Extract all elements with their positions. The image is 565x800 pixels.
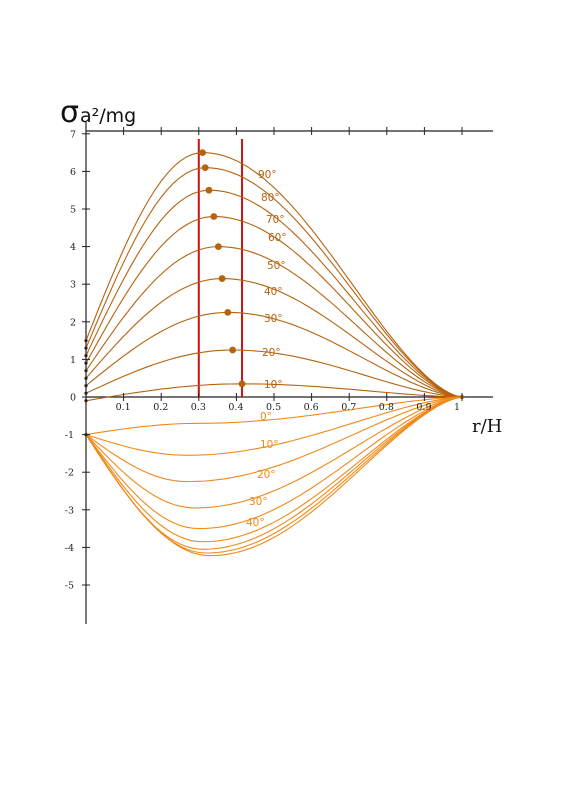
y-axis-label-units: a²/mg [80,105,136,127]
y-tick-label: -3 [65,505,74,516]
series-label: 50° [267,260,286,272]
series-label: 20° [262,347,281,359]
series-label: 30° [249,496,268,508]
y-tick-label: -1 [65,430,74,441]
series-label: 40° [246,517,265,529]
origin-junction-point [84,354,88,358]
y-tick-label: 7 [70,129,76,140]
series-line-lower [85,396,463,436]
y-tick-label: -4 [65,543,74,554]
series-line-upper [85,349,463,398]
y-tick-label: 2 [70,317,76,328]
peak-point [218,275,226,282]
series-label: 40° [264,286,283,298]
series-line-lower [85,396,463,543]
x-tick-label: 0.3 [191,402,206,413]
series-label: 60° [268,232,287,244]
origin-junction-point [84,391,88,395]
peak-markers [84,149,465,437]
peak-point [210,213,218,220]
lower-curves [85,396,463,557]
tick-labels: 0.1 0.2 0.3 0.4 0.5 0.6 0.7 0.8 0.9 1 7 6 5 4 3 2 1 0 -1 -2… [65,127,463,592]
y-tick-label: 6 [70,167,76,178]
x-tick-label: 0.7 [341,402,356,413]
x-tick-label: 0.4 [228,402,243,413]
x-tick-label: 0.5 [266,402,281,413]
y-tick-label: 4 [70,242,76,253]
series-line-upper [85,383,463,402]
series-line-upper [85,152,463,398]
peak-point [238,380,246,388]
series-line-lower [85,396,463,483]
x-tick-label: 0.9 [416,402,431,413]
series-line-upper [85,311,463,398]
series-label: 10° [260,439,279,451]
peak-point [205,186,213,194]
series-label: 0° [260,411,272,423]
x-tick-label: 0.2 [153,402,168,413]
curve-labels: 90° 80° 70° 60° 50° 40° 30° 20° 10° 0° 10° 20° 30° 40… [246,169,287,529]
x-tick-label: 0.1 [116,402,131,413]
peak-point [224,309,232,316]
series-line-lower [85,396,463,530]
y-tick-label: -5 [65,581,74,592]
origin-junction-point [84,369,88,373]
vertical-lines [197,139,244,397]
peak-point [229,346,237,354]
origin-junction-point [84,339,88,343]
series-line-upper [85,278,463,398]
series-label: 20° [257,469,276,481]
origin-junction-point [84,361,88,365]
peak-point [214,243,222,251]
y-tick-label: 0 [70,393,76,404]
y-tick-label: 1 [70,355,76,366]
series-label: 80° [261,192,280,204]
origin-junction-point [84,346,88,350]
series-label: 30° [264,313,283,325]
origin-junction-point [84,376,88,380]
series-line-upper [85,216,463,398]
peak-point [199,149,206,157]
origin-junction-point [84,399,88,403]
x-tick-label: 0.6 [304,402,319,413]
y-tick-label: 5 [70,205,76,216]
series-line-upper [85,167,463,398]
series-line-upper [85,189,463,398]
series-label: 90° [258,169,277,181]
x-tick-label: 0.8 [379,402,394,413]
axes [85,122,493,624]
y-tick-label: -2 [65,468,74,479]
y-tick-label: 3 [70,280,76,291]
x-tick-label: 1 [454,402,460,413]
origin-junction-point [84,384,88,388]
upper-curves [85,152,463,402]
series-line-upper [85,246,463,398]
x-axis-label: r/H [472,416,502,437]
y-axis-label-symbol: σ [60,95,79,130]
series-label: 10° [264,379,283,391]
peak-point [201,164,209,172]
series-line-lower [85,396,463,557]
series-line-lower [85,396,463,456]
series-line-lower [85,396,463,509]
series-label: 70° [266,214,285,226]
